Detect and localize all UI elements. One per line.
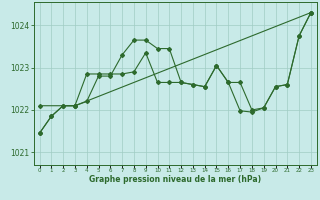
X-axis label: Graphe pression niveau de la mer (hPa): Graphe pression niveau de la mer (hPa) <box>89 175 261 184</box>
